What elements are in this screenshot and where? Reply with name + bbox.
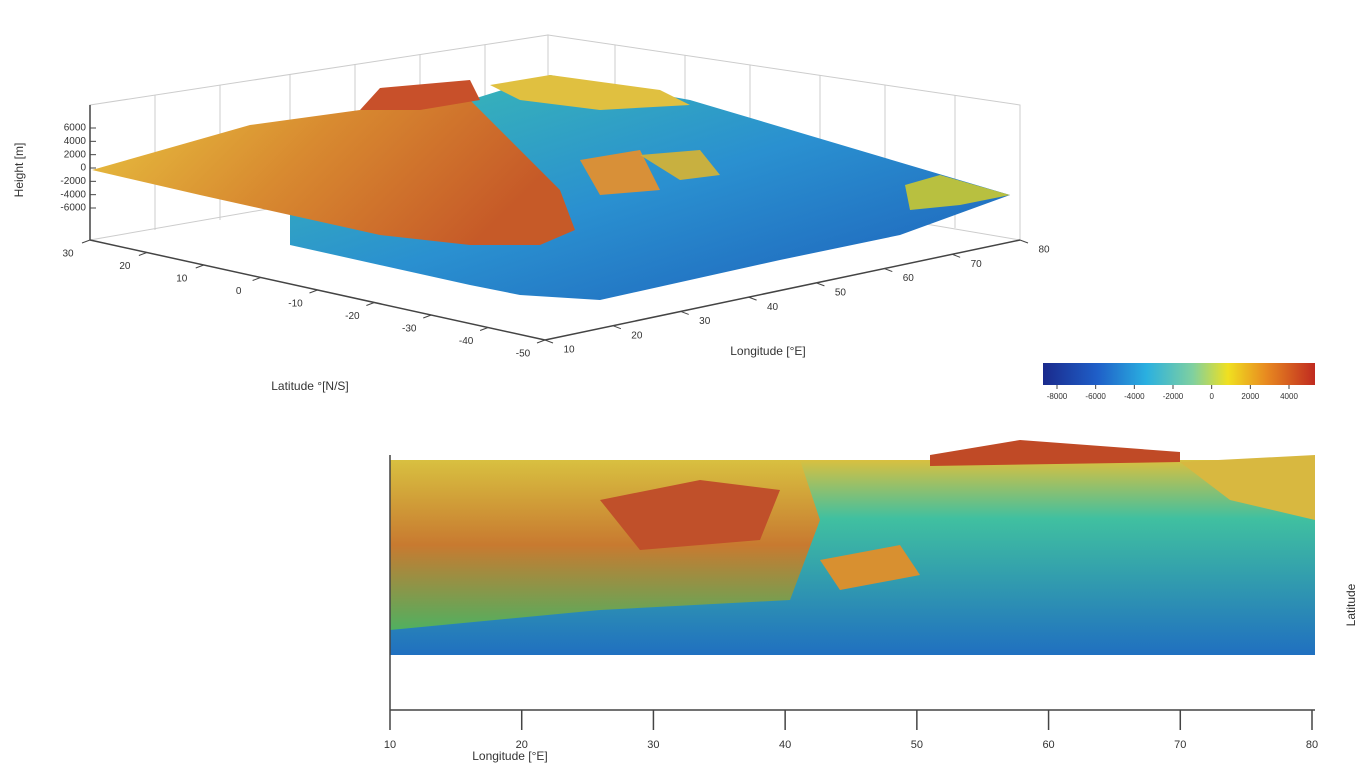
lat-tick: [196, 265, 204, 268]
colorbar-tick-label: 2000: [1241, 392, 1259, 401]
z-tick-label: -6000: [60, 203, 86, 214]
lat-tick-label: -30: [402, 324, 417, 335]
lon-axis-label: Longitude [°E]: [730, 344, 806, 358]
colorbar-tick-label: -6000: [1085, 392, 1106, 401]
x-tick-label: 50: [911, 739, 923, 751]
z-tick-label: 2000: [64, 149, 87, 160]
lon-tick-label: 20: [631, 330, 643, 341]
lat-tick-label: -40: [459, 336, 474, 347]
lat-axis-label: Latitude °[N/S]: [271, 379, 349, 393]
lon-tick-label: 30: [699, 316, 711, 327]
lon-tick-label: 80: [1038, 245, 1050, 256]
x-axis-label: Longitude [°E]: [472, 749, 548, 763]
lat-tick: [423, 315, 431, 318]
lat-tick-label: -10: [288, 299, 303, 310]
lat-tick: [82, 240, 90, 243]
lon-tick-label: 50: [835, 287, 847, 298]
lat-tick-label: 20: [119, 261, 131, 272]
lon-tick-label: 10: [563, 345, 575, 356]
y-axis-label: Latitude: [1344, 583, 1358, 626]
figure: Height [m] Latitude °[N/S] Longitude [°E…: [0, 0, 1367, 771]
lat-tick-label: -50: [516, 349, 531, 360]
x-tick-label: 10: [384, 739, 396, 751]
colorbar-tick-label: -2000: [1163, 392, 1184, 401]
colorbar-tick-label: 0: [1209, 392, 1214, 401]
x-tick-label: 20: [516, 739, 528, 751]
colorbar-tick-label: 4000: [1280, 392, 1298, 401]
z-tick-label: 4000: [64, 136, 87, 147]
lat-tick-label: 30: [62, 249, 74, 260]
lon-tick-label: 40: [767, 302, 779, 313]
lon-tick: [816, 283, 824, 286]
lon-tick: [952, 254, 960, 257]
z-tick-label: -2000: [60, 176, 86, 187]
x-tick-label: 30: [647, 739, 659, 751]
lon-tick-label: 70: [971, 259, 983, 270]
lat-tick: [253, 278, 261, 281]
x-tick-label: 40: [779, 739, 791, 751]
colorbar: [1043, 363, 1315, 385]
z-tick-label: 6000: [64, 123, 87, 134]
lon-tick: [613, 326, 621, 329]
lat-tick: [537, 340, 545, 343]
z-axis-label: Height [m]: [12, 143, 26, 198]
lon-tick: [1020, 240, 1028, 243]
top-surface: [92, 75, 1010, 300]
x-tick-label: 70: [1174, 739, 1186, 751]
colorbar-tick-label: -8000: [1047, 392, 1068, 401]
lat-tick: [480, 328, 488, 331]
lon-tick: [545, 340, 553, 343]
z-tick-label: 0: [80, 163, 86, 174]
lat-tick: [139, 253, 147, 256]
bottom-surface: [390, 440, 1315, 655]
lon-tick: [749, 297, 757, 300]
lat-tick-label: 10: [176, 274, 188, 285]
lat-tick: [366, 303, 374, 306]
colorbar-tick-label: -4000: [1124, 392, 1145, 401]
z-tick-label: -4000: [60, 189, 86, 200]
x-tick-label: 60: [1042, 739, 1054, 751]
lon-tick: [681, 311, 689, 314]
lon-tick-label: 60: [903, 273, 915, 284]
lat-tick: [310, 290, 318, 293]
x-tick-label: 80: [1306, 739, 1318, 751]
lat-tick-label: 0: [236, 286, 242, 297]
lat-tick-label: -20: [345, 311, 360, 322]
lon-tick: [884, 269, 892, 272]
